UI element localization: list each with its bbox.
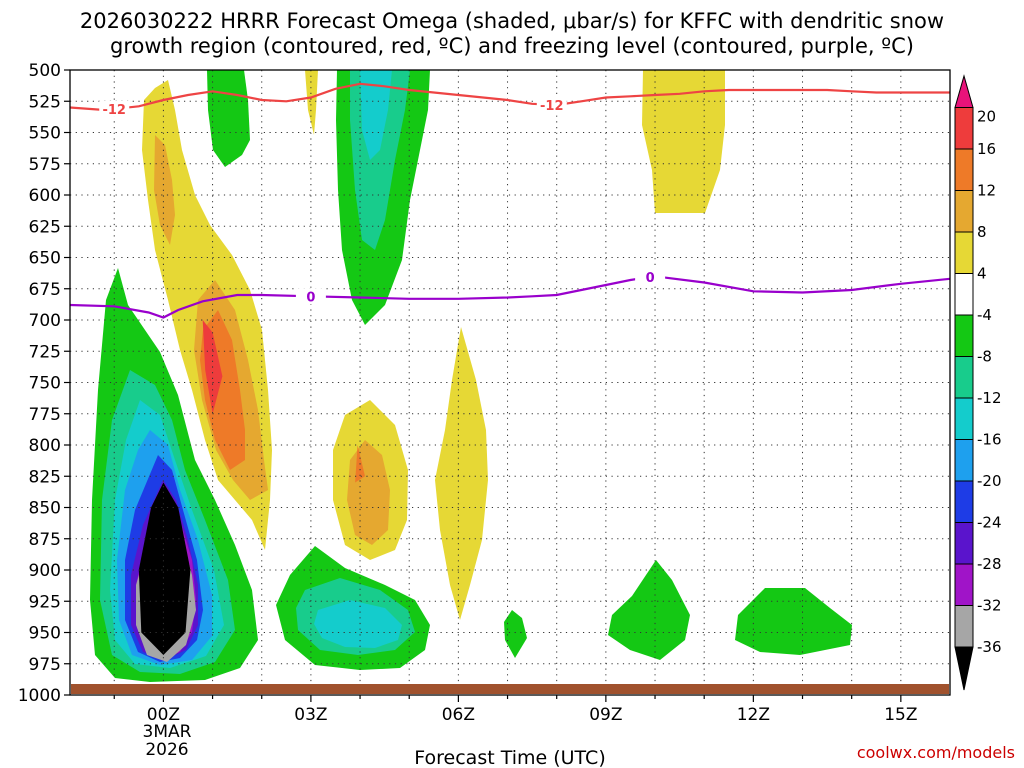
freezing-level-contour-label: 0 — [646, 271, 655, 286]
colorbar-swatch — [954, 190, 974, 233]
x-tick-label: 09Z — [589, 705, 622, 725]
colorbar-swatch — [954, 356, 974, 399]
y-tick-label: 600 — [29, 186, 61, 206]
colorbar-tick-label: -12 — [977, 389, 1002, 407]
colorbar-swatch — [954, 480, 974, 523]
y-tick-label: 700 — [29, 311, 61, 331]
y-axis: 500 525 550 575 600 625 650 675 700 725 750 775 800 8… — [18, 61, 70, 706]
x-tick-label: 12Z — [737, 705, 770, 725]
colorbar-tick-label: -16 — [977, 431, 1002, 449]
colorbar-tick-label: -4 — [977, 306, 992, 324]
freezing-level-contour-label-bg — [295, 288, 326, 305]
colorbar-swatch — [954, 522, 974, 565]
x-tick-label: 15Z — [884, 705, 917, 725]
y-tick-label: 525 — [29, 92, 61, 112]
y-tick-label: 750 — [29, 374, 61, 394]
ascent-region-upper — [360, 70, 392, 160]
colorbar-tick-label: -28 — [977, 555, 1002, 573]
dgz-minus12-contour-label: -12 — [540, 99, 564, 114]
y-tick-label: 550 — [29, 124, 61, 144]
colorbar-swatch — [954, 231, 974, 274]
dgz-minus12-contour-label: -12 — [102, 103, 126, 118]
colorbar-swatch — [954, 397, 974, 440]
colorbar-swatch — [954, 563, 974, 606]
colorbar: 20 16 12 8 4 -4 -8 -12 -16 -20 -24 -28 -32 -36 — [954, 74, 1002, 691]
y-tick-label: 875 — [29, 530, 61, 550]
dgz-minus12-contour-label-bg — [99, 100, 130, 117]
colorbar-tick-label: -8 — [977, 348, 992, 366]
x-axis-label: Forecast Time (UTC) — [414, 747, 605, 768]
x-date-label-year: 2026 — [145, 740, 188, 760]
colorbar-swatch — [954, 314, 974, 357]
y-tick-label: 950 — [29, 624, 61, 644]
colorbar-swatch — [954, 148, 974, 191]
descent-region-narrow — [435, 327, 488, 620]
y-tick-label: 900 — [29, 561, 61, 581]
dgz-minus12-contour-label-bg — [536, 96, 567, 113]
descent-region-upper — [305, 70, 318, 135]
y-tick-label: 975 — [29, 655, 61, 675]
dgz-minus12-contour — [70, 82, 950, 112]
colorbar-swatch-top — [954, 74, 974, 108]
x-date-label-month: 3MAR — [143, 722, 192, 742]
x-tick-label: 06Z — [442, 705, 475, 725]
colorbar-swatch — [954, 439, 974, 482]
y-tick-label: 800 — [29, 436, 61, 456]
colorbar-tick-label: 12 — [977, 182, 996, 200]
ascent-region-small — [608, 560, 690, 660]
y-tick-label: 1000 — [18, 686, 61, 706]
y-tick-label: 575 — [29, 155, 61, 175]
y-tick-label: 850 — [29, 499, 61, 519]
ascent-region-small — [504, 610, 527, 658]
x-tick-label: 03Z — [294, 705, 327, 725]
colorbar-tick-label: 8 — [977, 223, 987, 241]
colorbar-tick-label: -24 — [977, 514, 1002, 532]
ascent-core-black — [138, 482, 191, 655]
freezing-level-contour — [70, 275, 950, 319]
ascent-region-lowlevel — [314, 600, 402, 648]
y-tick-label: 625 — [29, 217, 61, 237]
colorbar-swatch — [954, 107, 974, 150]
chart-title-line1: 2026030222 HRRR Forecast Omega (shaded, … — [80, 9, 944, 33]
credit-text: coolwx.com/models — [857, 743, 1015, 762]
terrain-ground — [71, 684, 949, 694]
colorbar-swatch — [954, 273, 974, 316]
colorbar-tick-label: 20 — [977, 108, 996, 126]
x-tick-label: 00Z — [147, 705, 180, 725]
colorbar-tick-label: -32 — [977, 597, 1002, 615]
colorbar-tick-label: -20 — [977, 472, 1002, 490]
y-tick-label: 500 — [29, 61, 61, 81]
y-tick-label: 925 — [29, 592, 61, 612]
colorbar-tick-label: 16 — [977, 140, 996, 158]
ascent-region-upper — [207, 70, 250, 167]
y-tick-label: 725 — [29, 342, 61, 362]
descent-region-west — [154, 135, 175, 245]
ascent-region-small — [735, 588, 852, 655]
x-axis: 00Z 03Z 06Z 09Z 12Z 15Z — [113, 695, 917, 725]
y-tick-label: 825 — [29, 467, 61, 487]
freezing-level-contour-label: 0 — [306, 290, 315, 305]
colorbar-swatch-bottom — [954, 646, 974, 691]
descent-region-upper — [642, 70, 725, 213]
colorbar-swatch — [954, 605, 974, 648]
freezing-level-contour-label-bg — [635, 269, 666, 285]
y-tick-label: 650 — [29, 249, 61, 269]
colorbar-tick-label: -36 — [977, 638, 1002, 656]
y-tick-label: 675 — [29, 280, 61, 300]
chart-title-line2: growth region (contoured, red, ºC) and f… — [110, 34, 914, 58]
y-tick-label: 775 — [29, 405, 61, 425]
colorbar-tick-label: 4 — [977, 265, 987, 283]
contour-lines-layer: -12 -12 0 0 — [70, 82, 950, 319]
